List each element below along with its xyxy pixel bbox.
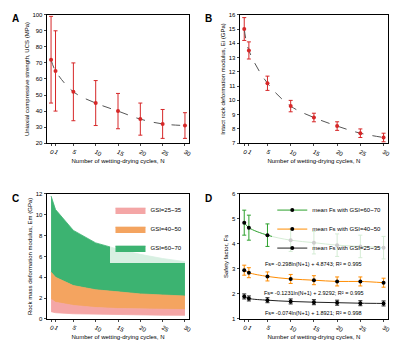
svg-text:4: 4: [232, 241, 236, 247]
svg-text:5: 5: [265, 324, 271, 331]
svg-text:Intact rock deformation modulu: Intact rock deformation modulus, Ei (GPa…: [220, 23, 226, 135]
svg-text:GSI=60~70: GSI=60~70: [150, 245, 181, 251]
svg-text:6: 6: [39, 254, 43, 260]
svg-text:10: 10: [289, 324, 298, 333]
svg-text:16: 16: [229, 12, 236, 18]
svg-text:Fs= -0.074ln(N+1) + 1.8921; R²: Fs= -0.074ln(N+1) + 1.8921; R² = 0.998: [265, 310, 362, 316]
svg-text:Uniaxial compressive strength,: Uniaxial compressive strength, UCS (MPa): [24, 22, 30, 136]
svg-text:50: 50: [36, 92, 43, 98]
svg-text:1: 1: [247, 149, 253, 156]
svg-text:100: 100: [32, 12, 43, 18]
svg-text:B: B: [205, 13, 212, 24]
svg-text:6: 6: [232, 191, 236, 197]
svg-text:5: 5: [265, 149, 271, 156]
svg-text:15: 15: [312, 324, 321, 333]
svg-text:mean Fs with GSI=60~70: mean Fs with GSI=60~70: [312, 207, 381, 213]
svg-text:0: 0: [242, 324, 248, 331]
svg-text:C: C: [12, 193, 19, 204]
svg-text:9: 9: [232, 112, 236, 118]
svg-text:7: 7: [232, 140, 236, 146]
svg-text:Fs= -0.298ln(N+1) + 4.8743; R²: Fs= -0.298ln(N+1) + 4.8743; R² = 0.995: [265, 261, 362, 267]
svg-text:70: 70: [36, 60, 43, 66]
svg-text:1: 1: [247, 324, 253, 331]
svg-text:mean Fs with GSI=25~35: mean Fs with GSI=25~35: [312, 245, 381, 251]
svg-text:Number of wetting-drying cycle: Number of wetting-drying cycles, N: [267, 158, 360, 164]
svg-text:15: 15: [116, 324, 125, 333]
svg-text:10: 10: [94, 149, 103, 158]
svg-text:10: 10: [289, 149, 298, 158]
svg-text:20: 20: [138, 324, 147, 333]
svg-text:25: 25: [161, 324, 170, 333]
svg-text:30: 30: [382, 149, 391, 158]
svg-text:11: 11: [229, 83, 236, 89]
svg-text:60: 60: [36, 76, 43, 82]
svg-text:12: 12: [229, 69, 236, 75]
svg-text:12: 12: [36, 191, 43, 197]
svg-text:8: 8: [39, 233, 43, 239]
svg-text:10: 10: [36, 212, 43, 218]
svg-text:0: 0: [49, 149, 55, 156]
svg-text:14: 14: [229, 40, 236, 46]
svg-text:4: 4: [39, 274, 43, 280]
svg-text:30: 30: [183, 324, 192, 333]
svg-text:2: 2: [39, 295, 43, 301]
svg-text:20: 20: [335, 324, 344, 333]
svg-text:30: 30: [382, 324, 391, 333]
svg-text:13: 13: [229, 55, 236, 61]
svg-text:Number of wetting-drying cycle: Number of wetting-drying cycles, N: [71, 158, 164, 164]
svg-text:20: 20: [335, 149, 344, 158]
svg-text:GSI=40~50: GSI=40~50: [150, 226, 181, 232]
svg-text:Rock mass deformation modulus,: Rock mass deformation modulus, Em (GPa): [27, 198, 33, 315]
svg-text:30: 30: [36, 124, 43, 130]
svg-text:80: 80: [36, 44, 43, 50]
svg-text:A: A: [12, 13, 19, 24]
svg-text:D: D: [205, 193, 212, 204]
svg-text:20: 20: [138, 149, 147, 158]
svg-text:5: 5: [71, 149, 77, 156]
svg-text:8: 8: [232, 126, 236, 132]
svg-text:Safety factor, Fs: Safety factor, Fs: [223, 235, 229, 278]
svg-text:10: 10: [229, 97, 236, 103]
svg-text:1: 1: [54, 324, 60, 331]
svg-text:3: 3: [232, 266, 236, 272]
svg-text:mean Fs with GSI=40~50: mean Fs with GSI=40~50: [312, 226, 381, 232]
svg-text:0: 0: [49, 324, 55, 331]
svg-text:25: 25: [358, 324, 367, 333]
svg-text:Number of wetting-drying cycle: Number of wetting-drying cycles, N: [267, 334, 360, 340]
svg-text:25: 25: [161, 149, 170, 158]
svg-text:10: 10: [94, 324, 103, 333]
svg-text:2: 2: [232, 291, 236, 297]
svg-text:5: 5: [232, 216, 236, 222]
svg-text:0: 0: [242, 149, 248, 156]
svg-text:90: 90: [36, 28, 43, 34]
svg-text:1: 1: [232, 316, 236, 322]
svg-text:5: 5: [71, 324, 77, 331]
svg-text:15: 15: [229, 26, 236, 32]
svg-text:40: 40: [36, 108, 43, 114]
svg-text:20: 20: [36, 140, 43, 146]
svg-text:25: 25: [358, 149, 367, 158]
svg-text:Fs= -0.1231ln(N+1) + 2.9292; R: Fs= -0.1231ln(N+1) + 2.9292; R² = 0.995: [264, 290, 364, 296]
svg-text:0: 0: [39, 316, 43, 322]
svg-text:15: 15: [116, 149, 125, 158]
svg-text:15: 15: [312, 149, 321, 158]
svg-text:Number of wetting-drying cycle: Number of wetting-drying cycles, N: [71, 334, 164, 340]
svg-text:GSI=25~35: GSI=25~35: [150, 207, 181, 213]
svg-text:1: 1: [54, 149, 60, 156]
svg-text:30: 30: [183, 149, 192, 158]
